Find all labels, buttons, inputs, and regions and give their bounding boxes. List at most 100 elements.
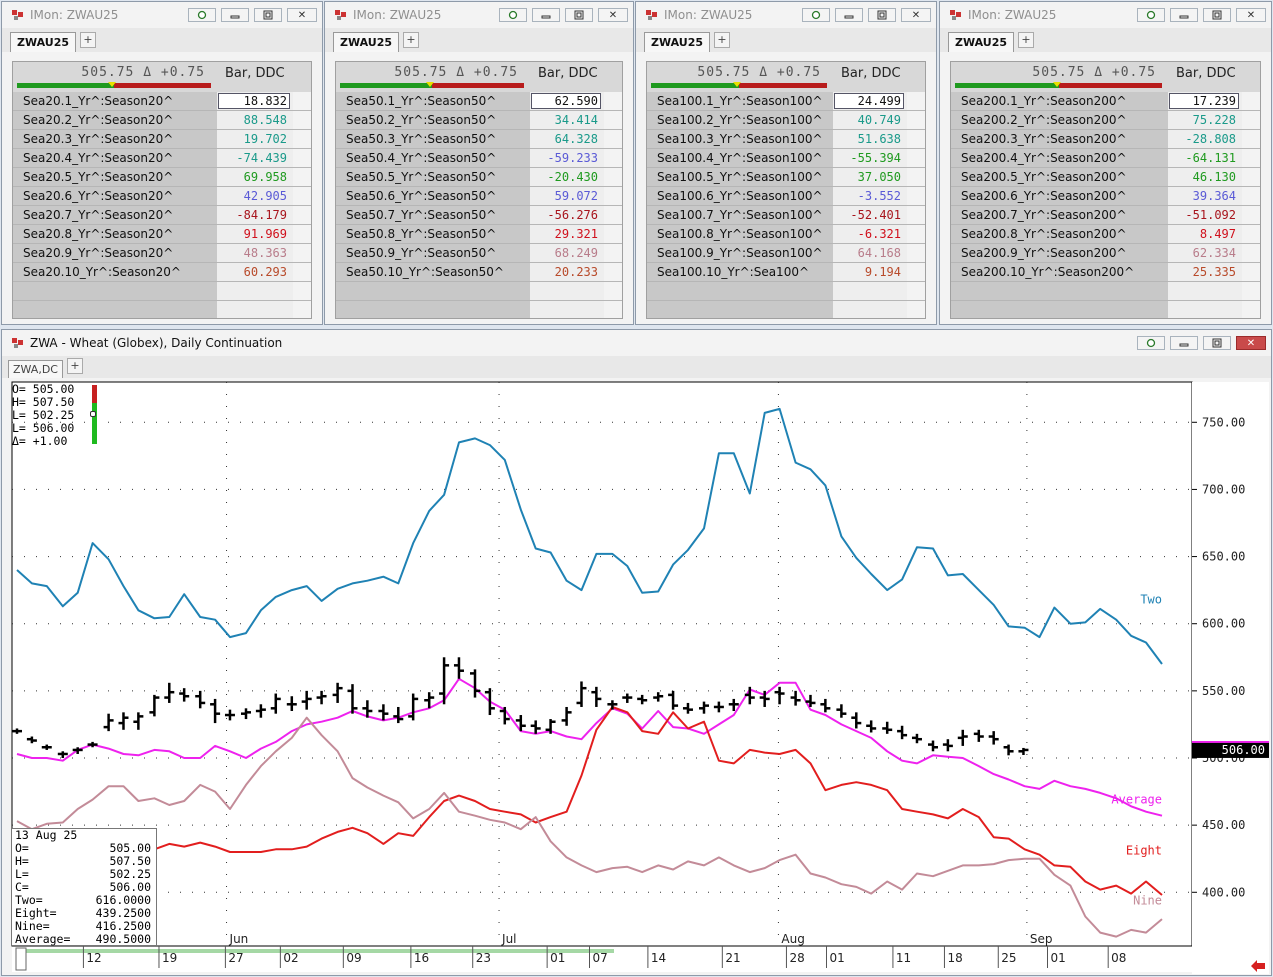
monitor-row[interactable]: Sea50.5_Yr^:Season50^ -20.430	[336, 168, 622, 187]
maximize-button[interactable]	[868, 8, 896, 22]
monitor-row[interactable]: Sea100.6_Yr^:Season100^ -3.552	[647, 187, 925, 206]
monitor-row[interactable]: Sea50.10_Yr^:Season50^ 20.233	[336, 263, 622, 282]
study-name: Sea20.5_Yr^:Season20^	[23, 170, 174, 184]
study-value: -28.808	[1185, 132, 1236, 146]
link-button[interactable]	[1137, 8, 1165, 22]
add-tab-button[interactable]: +	[80, 32, 97, 48]
price-bar	[72, 747, 83, 754]
link-button[interactable]	[499, 8, 527, 22]
monitor-row[interactable]: Sea20.6_Yr^:Season20^ 42.905	[13, 187, 311, 206]
monitor-row[interactable]: Sea100.8_Yr^:Season100^ -6.321	[647, 225, 925, 244]
close-button[interactable]: ✕	[1236, 336, 1266, 350]
month-label: Jul	[501, 932, 516, 946]
monitor-row[interactable]: Sea100.3_Yr^:Season100^ 51.638	[647, 130, 925, 149]
y-tick-label: 400.00	[1202, 885, 1245, 899]
data-row: Nine= 416.2500	[15, 919, 151, 933]
monitor-row[interactable]: Sea100.5_Yr^:Season100^ 37.050	[647, 168, 925, 187]
monitor-row[interactable]: Sea100.9_Yr^:Season100^ 64.168	[647, 244, 925, 263]
maximize-button[interactable]	[254, 8, 282, 22]
monitor-row[interactable]: Sea20.4_Yr^:Season20^ -74.439	[13, 149, 311, 168]
monitor-row[interactable]: Sea200.10_Yr^:Season200^ 25.335	[951, 263, 1260, 282]
monitor-row[interactable]: Sea20.8_Yr^:Season20^ 91.969	[13, 225, 311, 244]
close-button[interactable]: ✕	[1236, 8, 1266, 22]
monitor-row[interactable]: Sea50.2_Yr^:Season50^ 34.414	[336, 111, 622, 130]
monitor-row[interactable]: Sea200.3_Yr^:Season200^ -28.808	[951, 130, 1260, 149]
price-bar	[897, 725, 908, 740]
ohlc-line: L= 502.25	[12, 408, 75, 422]
tab-symbol[interactable]: ZWAU25	[948, 32, 1015, 52]
minimize-button[interactable]	[1170, 336, 1198, 350]
x-tick-label: 19	[162, 951, 177, 965]
monitor-row[interactable]: Sea20.3_Yr^:Season20^ 19.702	[13, 130, 311, 149]
price-bar	[301, 690, 312, 710]
monitor-row[interactable]: Sea50.4_Yr^:Season50^ -59.233	[336, 149, 622, 168]
column-header[interactable]: Bar, DDC	[1176, 66, 1236, 81]
monitor-row[interactable]: Sea200.2_Yr^:Season200^ 75.228	[951, 111, 1260, 130]
study-name: Sea200.3_Yr^:Season200^	[961, 132, 1127, 146]
monitor-row[interactable]: Sea100.1_Yr^:Season100^ 24.499	[647, 92, 925, 111]
monitor-row[interactable]: Sea50.6_Yr^:Season50^ 59.072	[336, 187, 622, 206]
minimize-button[interactable]	[835, 8, 863, 22]
time-scroll-handle[interactable]	[15, 947, 27, 971]
monitor-row[interactable]: Sea200.8_Yr^:Season200^ 8.497	[951, 225, 1260, 244]
monitor-row[interactable]: Sea200.4_Yr^:Season200^ -64.131	[951, 149, 1260, 168]
monitor-row[interactable]: Sea20.10_Yr^:Season20^ 60.293	[13, 263, 311, 282]
app-icon	[646, 10, 657, 20]
close-button[interactable]: ✕	[287, 8, 317, 22]
tab-chart[interactable]: ZWA,DC	[8, 360, 63, 378]
link-button[interactable]	[1137, 336, 1165, 350]
monitor-row[interactable]: Sea200.9_Yr^:Season200^ 62.334	[951, 244, 1260, 263]
minimize-button[interactable]	[221, 8, 249, 22]
monitor-row[interactable]: Sea20.2_Yr^:Season20^ 88.548	[13, 111, 311, 130]
add-tab-button[interactable]: +	[66, 358, 83, 374]
link-button[interactable]	[188, 8, 216, 22]
price-range-bar	[17, 82, 211, 88]
monitor-row[interactable]: Sea20.1_Yr^:Season20^ 18.832	[13, 92, 311, 111]
maximize-button[interactable]	[565, 8, 593, 22]
close-button[interactable]: ✕	[901, 8, 931, 22]
add-tab-button[interactable]: +	[403, 32, 420, 48]
monitor-row[interactable]: Sea20.5_Yr^:Season20^ 69.958	[13, 168, 311, 187]
monitor-row[interactable]: Sea100.4_Yr^:Season100^ -55.394	[647, 149, 925, 168]
tab-symbol[interactable]: ZWAU25	[644, 32, 711, 52]
monitor-row[interactable]: Sea50.8_Yr^:Season50^ 29.321	[336, 225, 622, 244]
monitor-row[interactable]: Sea200.5_Yr^:Season200^ 46.130	[951, 168, 1260, 187]
monitor-row[interactable]: Sea200.6_Yr^:Season200^ 39.364	[951, 187, 1260, 206]
monitor-row[interactable]: Sea50.9_Yr^:Season50^ 68.249	[336, 244, 622, 263]
monitor-row[interactable]: Sea20.9_Yr^:Season20^ 48.363	[13, 244, 311, 263]
monitor-window: IMon: ZWAU25 ✕ ZWAU25 + 505.75 Δ +0.75	[635, 1, 937, 325]
monitor-row[interactable]: Sea100.10_Yr^:Sea100^ 9.194	[647, 263, 925, 282]
price-bar	[470, 669, 480, 698]
maximize-button[interactable]	[1203, 8, 1231, 22]
link-icon	[508, 10, 518, 20]
monitor-row[interactable]: Sea200.7_Yr^:Season200^ -51.092	[951, 206, 1260, 225]
column-header[interactable]: Bar, DDC	[538, 66, 598, 81]
add-tab-button[interactable]: +	[714, 32, 731, 48]
minimize-button[interactable]	[1170, 8, 1198, 22]
price-bar	[530, 720, 541, 734]
price-bar	[774, 686, 785, 705]
column-header[interactable]: Bar, DDC	[225, 66, 285, 81]
add-tab-button[interactable]: +	[1018, 32, 1035, 48]
maximize-button[interactable]	[1203, 336, 1231, 350]
tab-symbol[interactable]: ZWAU25	[333, 32, 400, 52]
monitor-row[interactable]: Sea100.7_Yr^:Season100^ -52.401	[647, 206, 925, 225]
time-scroll-track[interactable]	[20, 949, 614, 953]
monitor-row[interactable]: Sea50.3_Yr^:Season50^ 64.328	[336, 130, 622, 149]
monitor-row[interactable]: Sea50.7_Yr^:Season50^ -56.276	[336, 206, 622, 225]
monitor-row[interactable]: Sea20.7_Yr^:Season20^ -84.179	[13, 206, 311, 225]
data-row: Two= 616.0000	[15, 893, 151, 907]
close-button[interactable]: ✕	[598, 8, 628, 22]
data-window-date: 13 Aug 25	[15, 828, 78, 842]
tab-symbol[interactable]: ZWAU25	[10, 32, 77, 52]
monitor-row[interactable]: Sea50.1_Yr^:Season50^ 62.590	[336, 92, 622, 111]
monitor-row[interactable]: Sea100.2_Yr^:Season100^ 40.749	[647, 111, 925, 130]
column-header[interactable]: Bar, DDC	[841, 66, 901, 81]
scroll-left-arrow[interactable]	[1251, 957, 1265, 972]
minimize-button[interactable]	[532, 8, 560, 22]
study-value: -64.131	[1185, 151, 1236, 165]
price-chart[interactable]: 400.00450.00500.00550.00600.00650.00700.…	[6, 380, 1269, 974]
link-button[interactable]	[802, 8, 830, 22]
monitor-row[interactable]: Sea200.1_Yr^:Season200^ 17.239	[951, 92, 1260, 111]
price-bar	[195, 690, 206, 709]
